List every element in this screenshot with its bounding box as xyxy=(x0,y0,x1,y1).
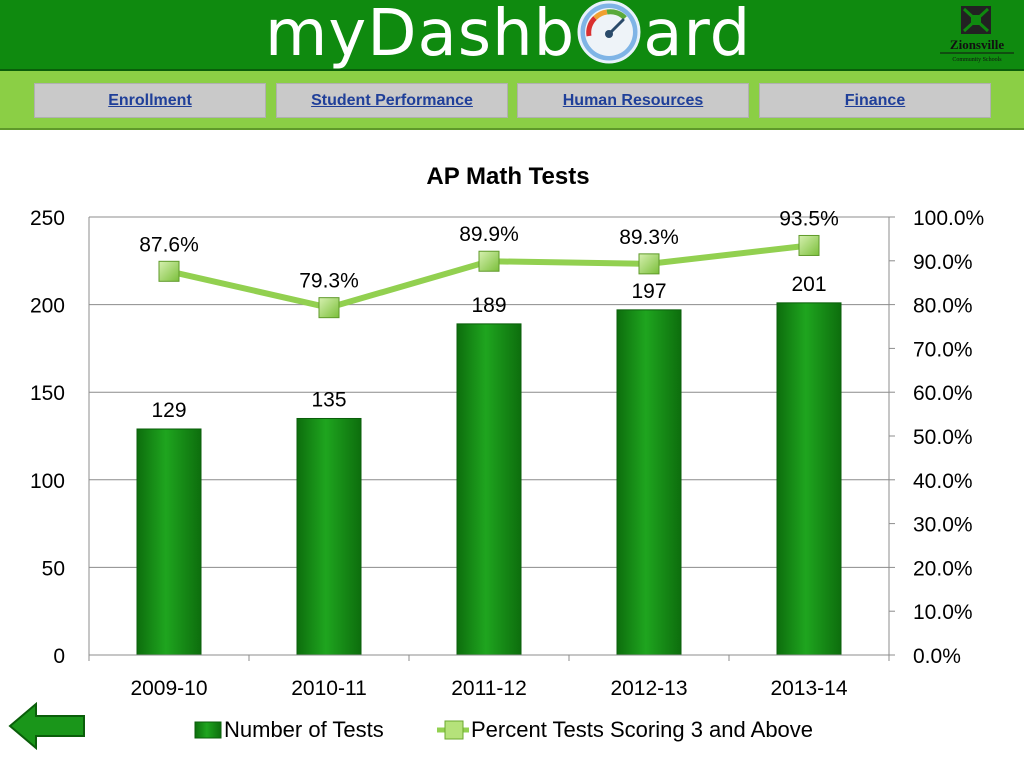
chart: AP Math Tests 0 50 100 150 200 250 0.0% 10.0% 20… xyxy=(30,163,984,700)
bar-data-label: 135 xyxy=(311,388,346,411)
logo-text-part1: myDashb xyxy=(265,0,576,71)
line-data-label: 89.9% xyxy=(459,223,519,246)
x-tick-label: 2011-12 xyxy=(451,677,527,700)
y-right-tick-label: 70.0% xyxy=(913,338,973,361)
bar-data-label: 189 xyxy=(471,294,506,317)
line-data-label: 87.6% xyxy=(139,233,199,256)
bar xyxy=(456,323,522,656)
x-tick-label: 2013-14 xyxy=(770,677,847,700)
y-left-tick-label: 250 xyxy=(30,207,65,230)
line-point xyxy=(478,250,500,272)
y-right-tick-label: 40.0% xyxy=(913,470,973,493)
y-right-tick-label: 90.0% xyxy=(913,251,973,274)
tab-student-performance[interactable]: Student Performance xyxy=(276,83,508,118)
line-data-label: 89.3% xyxy=(619,226,679,249)
back-arrow-icon[interactable] xyxy=(8,702,86,750)
bar xyxy=(616,309,682,656)
chart-title: AP Math Tests xyxy=(426,163,589,190)
tab-finance[interactable]: Finance xyxy=(759,83,991,118)
x-tick-label: 2009-10 xyxy=(130,677,207,700)
bar-data-label: 129 xyxy=(151,399,186,422)
legend-label-bars: Number of Tests xyxy=(224,717,384,742)
legend-line-swatch xyxy=(437,720,469,740)
tab-human-resources[interactable]: Human Resources xyxy=(517,83,749,118)
district-name: Zionsville xyxy=(950,37,1004,52)
line-point xyxy=(318,297,340,319)
bar xyxy=(776,302,842,656)
y-right-tick-label: 80.0% xyxy=(913,295,973,318)
line-point xyxy=(638,253,660,275)
y-right-tick-label: 20.0% xyxy=(913,557,973,580)
y-right-tick-label: 60.0% xyxy=(913,382,973,405)
x-tick-label: 2012-13 xyxy=(610,677,687,700)
y-left-tick-label: 150 xyxy=(30,382,65,405)
legend-label-line: Percent Tests Scoring 3 and Above xyxy=(471,717,814,742)
legend-bar-swatch xyxy=(194,721,222,739)
line-point xyxy=(158,260,180,282)
line-data-label: 93.5% xyxy=(779,207,839,230)
y-right-tick-label: 100.0% xyxy=(913,207,984,230)
bar xyxy=(136,428,202,656)
nav-bar: Enrollment Student Performance Human Res… xyxy=(0,71,1024,130)
y-right-tick-label: 30.0% xyxy=(913,514,973,537)
bar-data-label: 201 xyxy=(791,273,826,296)
x-tick-label: 2010-11 xyxy=(291,677,367,700)
y-left-tick-label: 100 xyxy=(30,470,65,493)
bar xyxy=(296,417,362,656)
y-right-tick-label: 10.0% xyxy=(913,601,973,624)
logo-text-part2: ard xyxy=(643,0,752,71)
app-logo: myDashb ard xyxy=(265,0,751,74)
header-bar: myDashb ard Zionsville Community Schools xyxy=(0,0,1024,71)
y-left-tick-label: 200 xyxy=(30,295,65,318)
zionsville-seal-icon: Zionsville Community Schools xyxy=(940,6,1014,63)
y-left-tick-label: 0 xyxy=(53,645,65,668)
dashboard-gauge-icon xyxy=(577,0,641,64)
district-subtitle: Community Schools xyxy=(952,57,1002,63)
y-right-tick-label: 50.0% xyxy=(913,426,973,449)
y-left-tick-label: 50 xyxy=(42,557,65,580)
line-point xyxy=(798,234,820,256)
bar-data-label: 197 xyxy=(631,280,666,303)
y-right-tick-label: 0.0% xyxy=(913,645,961,668)
line-data-label: 79.3% xyxy=(299,270,359,293)
tab-enrollment[interactable]: Enrollment xyxy=(34,83,266,118)
